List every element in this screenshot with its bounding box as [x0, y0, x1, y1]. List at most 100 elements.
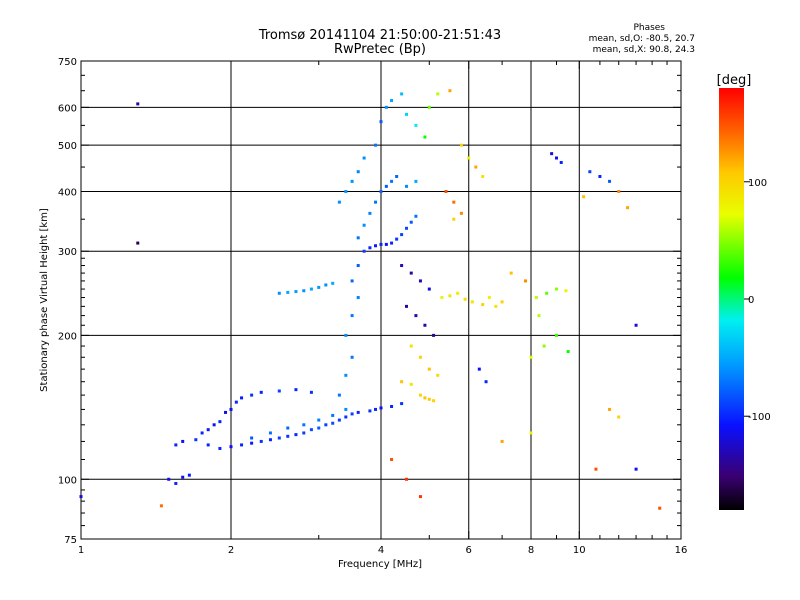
- scatter-point: [268, 431, 272, 435]
- colorbar-tick-label: -100: [748, 412, 771, 423]
- scatter-point: [229, 445, 233, 449]
- scatter-point: [537, 314, 541, 318]
- scatter-point: [379, 120, 383, 124]
- scatter-point: [136, 241, 140, 245]
- scatter-point: [309, 390, 313, 394]
- scatter-point: [206, 428, 210, 432]
- y-tick-label: 75: [64, 535, 77, 546]
- scatter-point: [409, 220, 413, 224]
- scatter-point: [218, 420, 222, 424]
- scatter-point: [423, 396, 427, 400]
- scatter-point: [384, 184, 388, 188]
- colorbar-gradient: [719, 88, 744, 510]
- scatter-point: [174, 443, 178, 447]
- scatter-point: [529, 355, 533, 359]
- scatter-point: [374, 407, 378, 411]
- scatter-point: [404, 226, 408, 230]
- scatter-point: [294, 388, 298, 392]
- y-tick-label: 400: [58, 187, 77, 198]
- scatter-point: [564, 289, 568, 293]
- scatter-point: [368, 211, 372, 215]
- scatter-point: [452, 200, 456, 204]
- scatter-point: [181, 439, 185, 443]
- y-axis-label: Stationary phase Virtual Height [km]: [39, 208, 50, 392]
- scatter-point: [432, 333, 436, 337]
- scatter-point: [286, 426, 290, 430]
- scatter-point: [418, 495, 422, 499]
- y-tick-label: 750: [58, 57, 77, 68]
- phase-stats-o: mean, sd,O: -80.5, 20.7: [589, 34, 695, 44]
- scatter-point: [423, 135, 427, 139]
- scatter-point: [626, 206, 630, 210]
- plot-area: 1 2 4 6 8 10 16 75 100 200 300 400 500 600 750: [58, 57, 687, 556]
- scatter-point: [617, 189, 621, 193]
- scatter-point: [474, 165, 478, 169]
- scatter-point: [500, 439, 504, 443]
- scatter-point: [350, 179, 354, 183]
- scatter-point: [404, 304, 408, 308]
- scatter-point: [427, 397, 431, 401]
- scatter-point: [234, 400, 238, 404]
- scatter-point: [200, 431, 204, 435]
- scatter-point: [487, 296, 491, 300]
- scatter-point: [409, 382, 413, 386]
- scatter-point: [418, 393, 422, 397]
- scatter-point: [559, 160, 563, 164]
- scatter-point: [545, 291, 549, 295]
- y-tick-label: 600: [58, 103, 77, 114]
- scatter-point: [277, 291, 281, 295]
- scatter-point: [159, 504, 163, 508]
- scatter-point: [317, 285, 321, 289]
- scatter-point: [337, 418, 341, 422]
- scatter-point: [409, 271, 413, 275]
- colorbar-ticks: 100 0 -100: [744, 178, 771, 423]
- scatter-point: [167, 477, 171, 481]
- scatter-point: [309, 287, 313, 291]
- scatter-point: [350, 355, 354, 359]
- scatter-point: [418, 355, 422, 359]
- scatter-point: [566, 350, 570, 354]
- scatter-point: [344, 333, 348, 337]
- scatter-point: [240, 443, 244, 447]
- scatter-point: [509, 271, 513, 275]
- scatter-point: [423, 323, 427, 327]
- scatter-point: [344, 189, 348, 193]
- scatter-point: [356, 236, 360, 240]
- scatter-point: [481, 303, 485, 307]
- scatter-point: [427, 105, 431, 109]
- scatter-point: [362, 156, 366, 160]
- x-axis-ticks: 1 2 4 6 8 10 16: [78, 61, 687, 556]
- scatter-point: [362, 249, 366, 253]
- scatter-point: [374, 244, 378, 248]
- scatter-point: [481, 174, 485, 178]
- scatter-point: [500, 300, 504, 304]
- scatter-point: [459, 143, 463, 147]
- scatter-point: [414, 314, 418, 318]
- scatter-point: [414, 179, 418, 183]
- scatter-point: [467, 156, 471, 160]
- scatter-point: [542, 344, 546, 348]
- scatter-point: [390, 241, 394, 245]
- scatter-point: [658, 506, 662, 510]
- scatter-point: [286, 290, 290, 294]
- scatter-point: [250, 441, 254, 445]
- scatter-point: [302, 289, 306, 293]
- scatter-point: [395, 174, 399, 178]
- scatter-point: [362, 223, 366, 227]
- scatter-point: [344, 407, 348, 411]
- scatter-point: [400, 380, 404, 384]
- scatter-point: [187, 473, 191, 477]
- scatter-point: [368, 409, 372, 413]
- scatter-point: [554, 333, 558, 337]
- scatter-point: [400, 402, 404, 406]
- scatter-point: [277, 436, 281, 440]
- scatter-point: [379, 189, 383, 193]
- x-tick-label: 10: [573, 545, 586, 556]
- scatter-point: [250, 393, 254, 397]
- scatter-point: [404, 477, 408, 481]
- y-tick-label: 300: [58, 247, 77, 258]
- chart-subtitle: RwPretec (Bp): [334, 42, 426, 57]
- scatter-point: [350, 279, 354, 283]
- scatter-point: [350, 314, 354, 318]
